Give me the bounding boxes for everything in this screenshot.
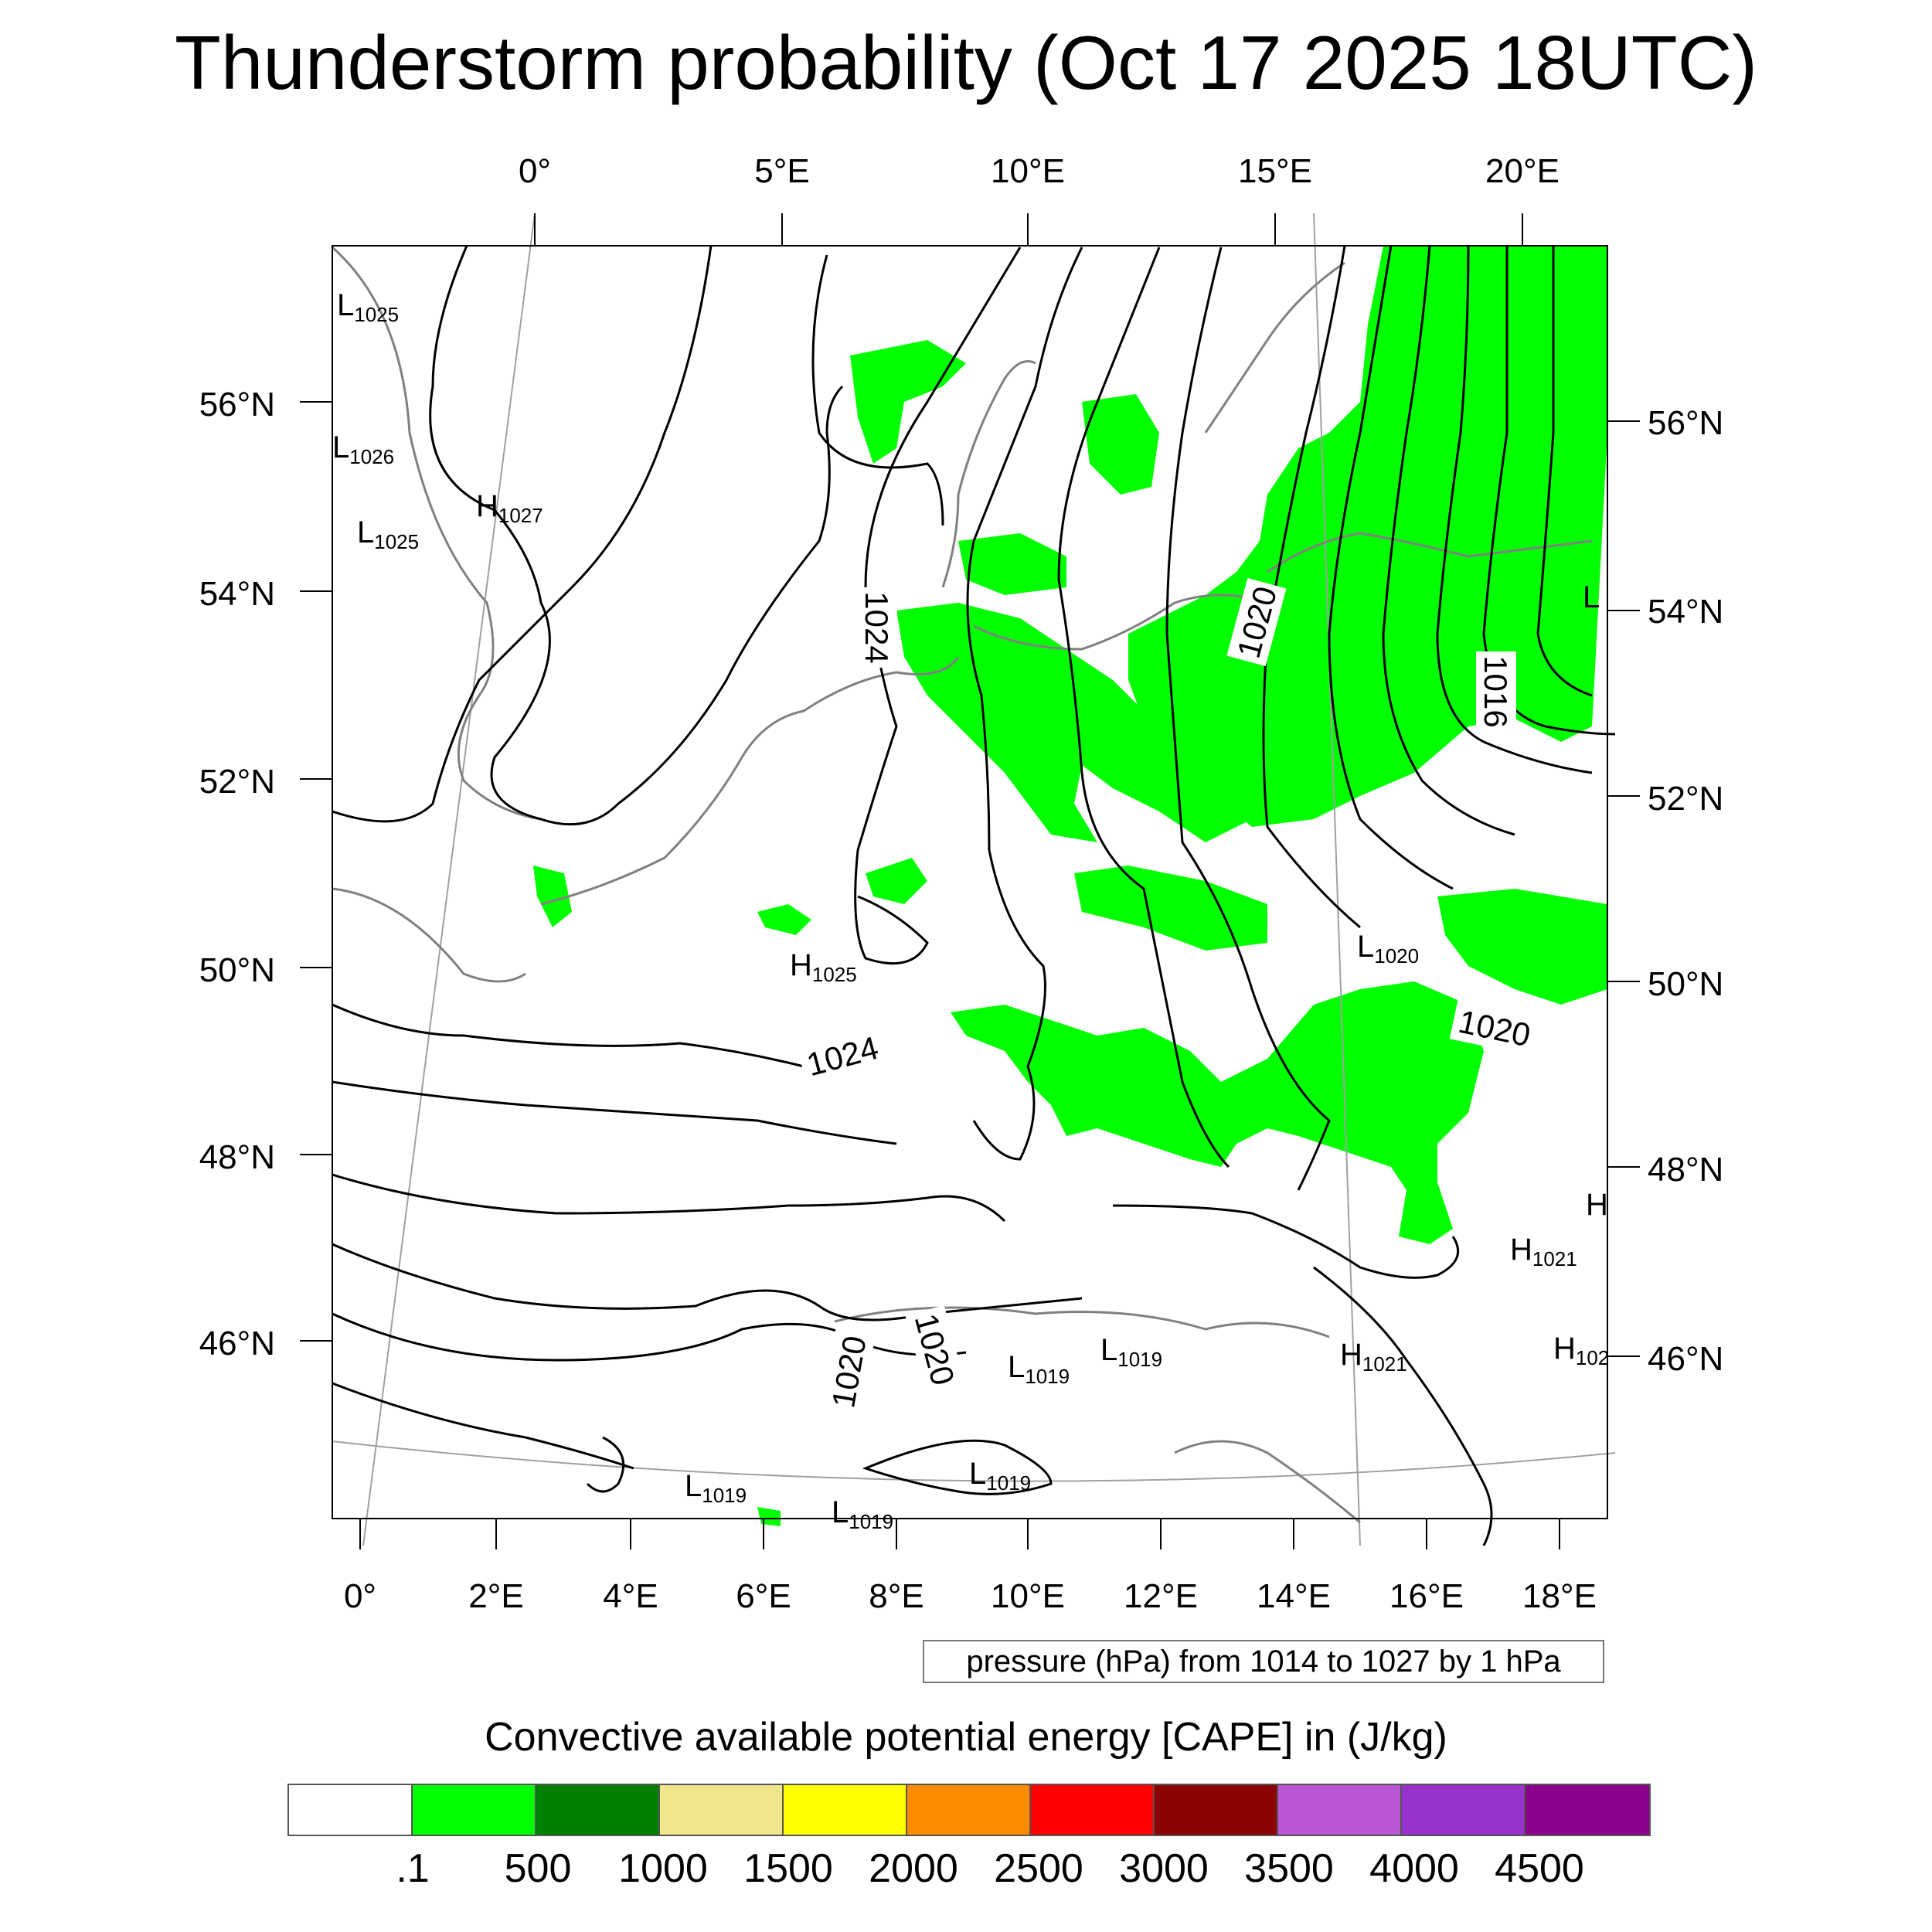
left-lat-tick: 56°N	[199, 386, 275, 423]
left-lat-labels: 56°N 54°N 52°N 50°N 48°N 46°N	[199, 386, 275, 1362]
map-title: Thunderstorm probability (Oct 17 2025 18…	[175, 20, 1757, 105]
right-lat-tick: 56°N	[1648, 404, 1723, 442]
right-lat-tick: 46°N	[1648, 1340, 1723, 1378]
pressure-center-high: H	[1586, 1188, 1608, 1222]
colorbar-swatch	[1031, 1785, 1155, 1835]
left-lat-tick: 48°N	[199, 1138, 275, 1176]
cape-region-alps	[951, 981, 1484, 1244]
right-lat-tick: 54°N	[1648, 593, 1723, 631]
colorbar-swatch	[1402, 1785, 1526, 1835]
cape-colorbar	[287, 1784, 1651, 1836]
bottom-lon-tick: 2°E	[468, 1577, 523, 1615]
colorbar-swatch	[660, 1785, 784, 1835]
colorbar-label: 1000	[618, 1846, 708, 1891]
pressure-center-low: L1019	[1100, 1333, 1162, 1371]
bottom-lon-tick: 4°E	[603, 1577, 658, 1615]
colorbar-title: Convective available potential energy [C…	[485, 1715, 1447, 1760]
pressure-center-low: L1019	[685, 1469, 747, 1507]
bottom-lon-tick: 8°E	[869, 1577, 923, 1615]
isobar-label: 1024	[859, 591, 895, 663]
right-lat-labels: 56°N 54°N 52°N 50°N 48°N 46°N	[1648, 404, 1723, 1378]
cape-region-poland	[1437, 889, 1607, 1005]
colorbar-label: 4000	[1369, 1846, 1459, 1891]
pressure-centers: L1025 L1026 L1025 H1027 H1025 L1020 H102…	[332, 288, 1609, 1533]
bottom-lon-tick: 16°E	[1389, 1577, 1464, 1615]
cape-region-bohemia	[1074, 866, 1267, 951]
bottom-lon-tick: 18°E	[1522, 1577, 1597, 1615]
pressure-center-high: H1027	[476, 489, 543, 527]
top-lon-tick: 20°E	[1485, 152, 1560, 190]
pressure-center-low: L1025	[337, 288, 399, 326]
colorbar-label: 4500	[1495, 1846, 1584, 1891]
coastlines	[332, 246, 1593, 1524]
bottom-lon-tick: 12°E	[1124, 1577, 1198, 1615]
top-lon-tick: 15°E	[1238, 152, 1312, 190]
top-lon-labels: 0° 5°E 10°E 15°E 20°E	[519, 152, 1560, 190]
colorbar-swatch	[1155, 1785, 1278, 1835]
left-lat-tick: 50°N	[199, 951, 275, 989]
bottom-lon-tick: 6°E	[736, 1577, 791, 1615]
pressure-center-low: L1020	[1357, 930, 1419, 968]
tick-marks	[300, 213, 1640, 1549]
pressure-center-low: L1019	[1008, 1350, 1070, 1388]
top-lon-tick: 5°E	[754, 152, 809, 190]
colorbar-label: 2500	[994, 1846, 1083, 1891]
cape-region-north-sea	[850, 340, 966, 464]
cape-region-baltic	[958, 533, 1066, 595]
left-lat-tick: 52°N	[199, 763, 275, 801]
pressure-center-low: L1025	[357, 515, 419, 553]
colorbar-swatch	[1526, 1785, 1649, 1835]
colorbar-swatch	[907, 1785, 1031, 1835]
right-lat-tick: 52°N	[1648, 780, 1723, 818]
isobar-label: 1020	[825, 1333, 873, 1410]
cape-region-denmark	[1082, 394, 1159, 495]
colorbar-label: 1500	[743, 1846, 833, 1891]
isobar-label: 1016	[1478, 655, 1514, 727]
pressure-center-low: L1026	[332, 430, 394, 468]
pressure-center-high: H1021	[1340, 1338, 1407, 1376]
pressure-info-box: pressure (hPa) from 1014 to 1027 by 1 hP…	[923, 1640, 1604, 1683]
top-lon-tick: 0°	[519, 152, 551, 190]
colorbar-label: 2000	[869, 1846, 958, 1891]
colorbar-swatch	[536, 1785, 660, 1835]
cape-region-belgium	[866, 858, 927, 904]
pressure-center-low: L1019	[969, 1457, 1031, 1495]
colorbar-label: 3000	[1119, 1846, 1209, 1891]
pressure-center-high: H1021	[1510, 1233, 1577, 1270]
bottom-lon-tick: 14°E	[1257, 1577, 1331, 1615]
bottom-lon-tick: 0°	[344, 1577, 376, 1615]
pressure-center-high: H102	[1553, 1332, 1609, 1369]
graticule	[332, 213, 1616, 1546]
pressure-center-high: H1025	[790, 948, 857, 986]
isobars	[332, 245, 1616, 1546]
colorbar-label: .1	[396, 1846, 430, 1891]
left-lat-tick: 46°N	[199, 1325, 275, 1362]
left-lat-tick: 54°N	[199, 575, 275, 613]
cape-region-benelux	[757, 904, 811, 935]
map-frame	[332, 245, 1608, 1519]
pressure-center-low: L	[1583, 580, 1600, 614]
colorbar-label: 500	[504, 1846, 572, 1891]
right-lat-tick: 50°N	[1648, 965, 1723, 1003]
bottom-lon-tick: 10°E	[991, 1577, 1065, 1615]
bottom-lon-labels: 0° 2°E 4°E 6°E 8°E 10°E 12°E 14°E 16°E 1…	[344, 1577, 1597, 1615]
colorbar-label: 3500	[1244, 1846, 1334, 1891]
top-lon-tick: 10°E	[991, 152, 1065, 190]
colorbar-swatch	[289, 1785, 413, 1835]
cape-region-channel	[533, 866, 572, 927]
cape-region-north-germany	[896, 603, 1252, 842]
pressure-center-low: L1019	[832, 1495, 893, 1533]
cape-region-south	[757, 1507, 781, 1526]
colorbar-labels: .1 500 1000 1500 2000 2500 3000 3500 4000 4500	[0, 1845, 1932, 1892]
colorbar-swatch	[784, 1785, 907, 1835]
right-lat-tick: 48°N	[1648, 1151, 1723, 1189]
colorbar-swatch	[1278, 1785, 1402, 1835]
colorbar-swatch	[413, 1785, 536, 1835]
